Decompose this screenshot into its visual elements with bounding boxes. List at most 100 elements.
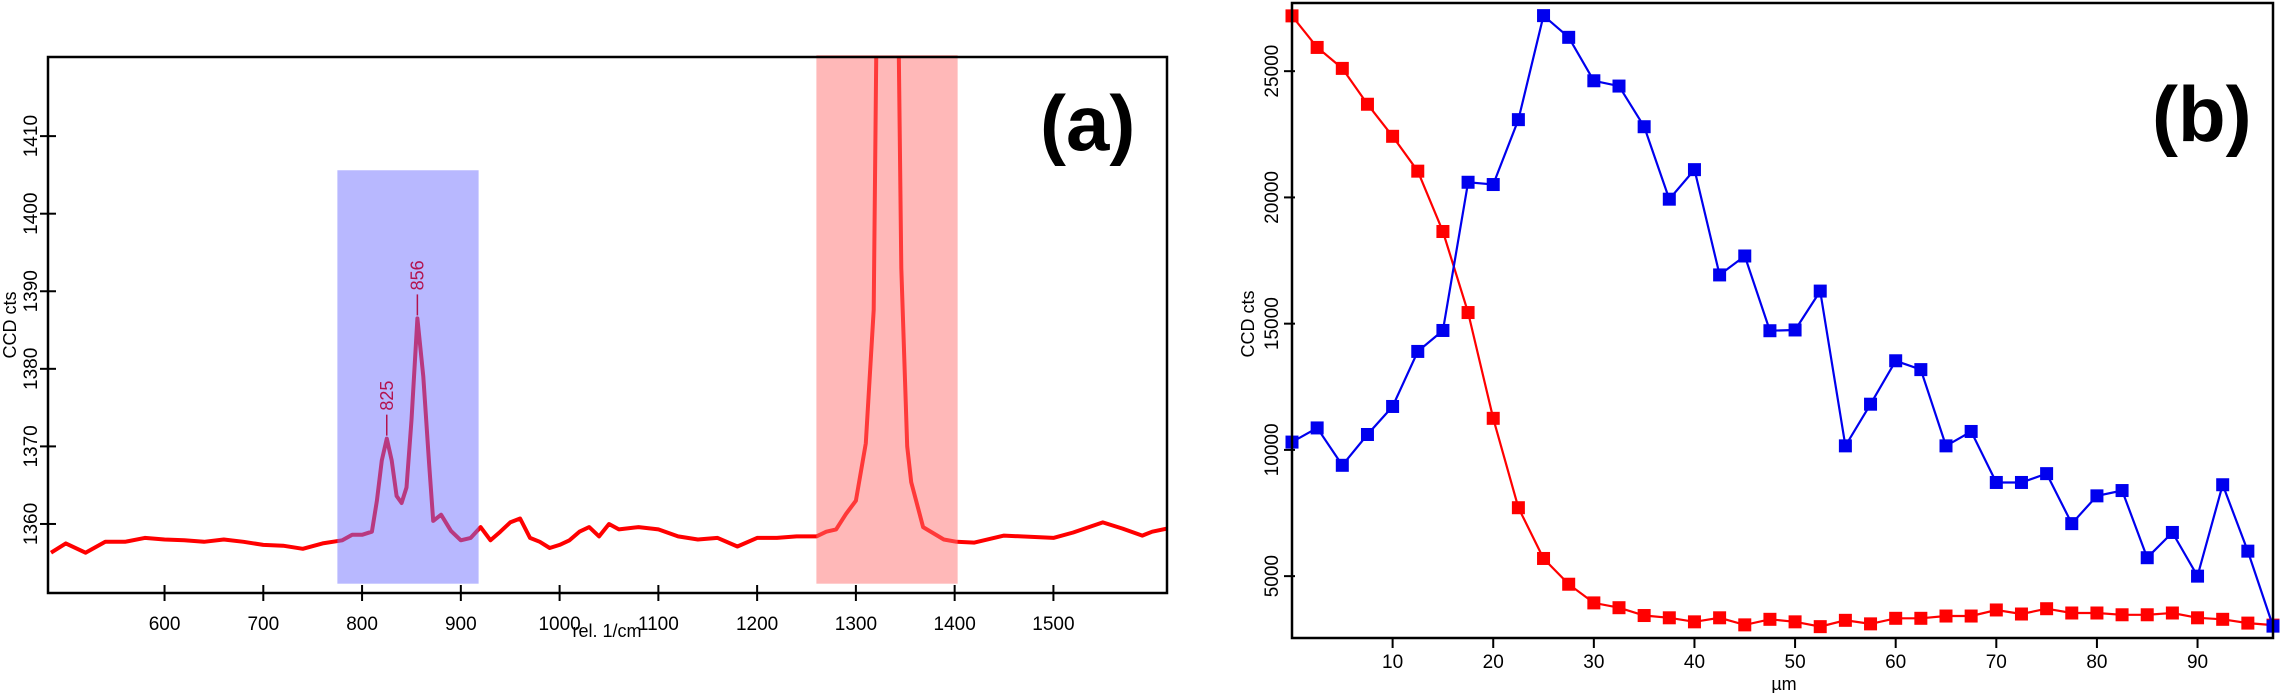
panel-b-label: (b) [2152, 70, 2252, 158]
x-tick-label: 1500 [1032, 614, 1074, 635]
panel-a-frame [46, 55, 1169, 595]
data-point-blue [1637, 120, 1651, 134]
data-point-red [2090, 606, 2104, 620]
panel-a-highlight-bands [337, 55, 958, 584]
y-tick-label: 15000 [1262, 297, 1283, 350]
data-point-blue [2090, 489, 2104, 503]
data-point-red [1989, 603, 2003, 617]
panel-a-peak-annotations: 825 856 [377, 260, 427, 436]
x-tick-label: 40 [1684, 652, 1705, 673]
data-point-red [2140, 608, 2154, 622]
data-point-red [1662, 611, 1676, 625]
series-line-red [1291, 15, 2274, 628]
data-point-blue [2040, 467, 2054, 481]
x-tick-label: 600 [149, 614, 181, 635]
data-point-blue [1511, 113, 1525, 127]
panel-b-plot-area [1285, 9, 2280, 634]
peak-label: 856 [407, 260, 427, 290]
data-point-red [1788, 615, 1802, 629]
data-point-red [1587, 596, 1601, 610]
data-point-red [1612, 601, 1626, 615]
data-point-red [1939, 609, 1953, 623]
data-point-blue [2115, 484, 2129, 498]
panel-a-plot-area [49, 57, 1167, 555]
panel-b-y-axis-label: CCD cts [1238, 291, 1258, 358]
data-point-blue [1310, 421, 1324, 435]
y-tick-label: 25000 [1262, 45, 1283, 98]
data-point-red [1360, 97, 1374, 111]
panel-b-profile-chart: 10 20 30 40 50 60 70 80 90 5000 10000 15000 20000 250… [1238, 1, 2280, 693]
x-tick-label: 1100 [638, 614, 679, 635]
data-point-red [2040, 602, 2054, 616]
data-point-blue [1537, 9, 1551, 23]
data-point-blue [1838, 439, 1852, 453]
data-point-red [1386, 129, 1400, 143]
data-point-blue [2065, 517, 2079, 531]
data-point-red [1461, 306, 1475, 320]
data-point-blue [1461, 175, 1475, 189]
data-point-blue [2191, 569, 2205, 583]
panel-a-y-axis-label: CCD cts [0, 292, 20, 359]
panel-a-axes: 600 700 800 900 1000 1100 1200 1300 1400 1500 1360… [21, 115, 1075, 635]
panel-b-frame [1290, 1, 2275, 640]
data-point-red [2216, 612, 2230, 626]
x-tick-label: 30 [1583, 652, 1604, 673]
data-point-red [2065, 606, 2079, 620]
series-red [1285, 9, 2280, 634]
panel-a-x-axis-label: rel. 1/cm [572, 621, 641, 641]
y-tick-label: 1390 [21, 270, 42, 312]
spectrum-line [49, 57, 1167, 555]
data-point-red [1738, 618, 1752, 632]
data-point-red [1914, 611, 1928, 625]
data-point-blue [1889, 354, 1903, 368]
y-tick-label: 1370 [21, 425, 42, 467]
y-tick-label: 10000 [1262, 423, 1283, 476]
data-point-blue [1360, 427, 1374, 441]
y-tick-label: 1410 [21, 115, 42, 157]
data-point-blue [1486, 178, 1500, 192]
data-point-blue [1964, 424, 1978, 438]
data-point-blue [2140, 551, 2154, 565]
data-point-red [1838, 613, 1852, 627]
data-point-blue [2241, 544, 2255, 558]
data-point-red [1889, 611, 1903, 625]
series-blue [1285, 9, 2280, 633]
data-point-red [1436, 224, 1450, 238]
data-point-red [1537, 551, 1551, 565]
series-line-blue [1291, 13, 2275, 627]
data-point-red [2165, 606, 2179, 620]
highlight-band-red [816, 55, 958, 584]
data-point-red [1562, 577, 1576, 591]
data-point-blue [2165, 525, 2179, 539]
data-point-red [1310, 40, 1324, 54]
data-point-red [1813, 620, 1827, 634]
panel-b-axes: 10 20 30 40 50 60 70 80 90 5000 10000 15000 20000 250… [1262, 45, 2208, 673]
x-tick-label: 70 [1986, 652, 2007, 673]
y-tick-label: 1380 [21, 348, 42, 390]
panel-a-label: (a) [1040, 79, 1135, 167]
x-tick-label: 700 [247, 614, 279, 635]
data-point-blue [1687, 163, 1701, 177]
data-point-blue [1713, 268, 1727, 282]
x-tick-label: 1400 [934, 614, 976, 635]
data-point-blue [2216, 478, 2230, 492]
data-point-red [1411, 164, 1425, 178]
data-point-blue [1763, 324, 1777, 338]
data-point-blue [1587, 74, 1601, 88]
data-point-red [1763, 612, 1777, 626]
x-tick-label: 90 [2187, 652, 2208, 673]
data-point-red [2115, 608, 2129, 622]
x-tick-label: 1000 [538, 614, 580, 635]
data-point-red [2191, 611, 2205, 625]
y-tick-label: 20000 [1262, 171, 1283, 224]
x-tick-label: 10 [1382, 652, 1403, 673]
x-tick-label: 50 [1785, 652, 1806, 673]
x-tick-label: 80 [2086, 652, 2107, 673]
x-tick-label: 900 [445, 614, 477, 635]
panel-b-x-axis-label: µm [1771, 674, 1796, 693]
data-point-red [2014, 607, 2028, 621]
data-point-blue [1436, 323, 1450, 337]
data-point-blue [1813, 284, 1827, 298]
data-point-blue [1989, 475, 2003, 489]
data-point-blue [1939, 439, 1953, 453]
